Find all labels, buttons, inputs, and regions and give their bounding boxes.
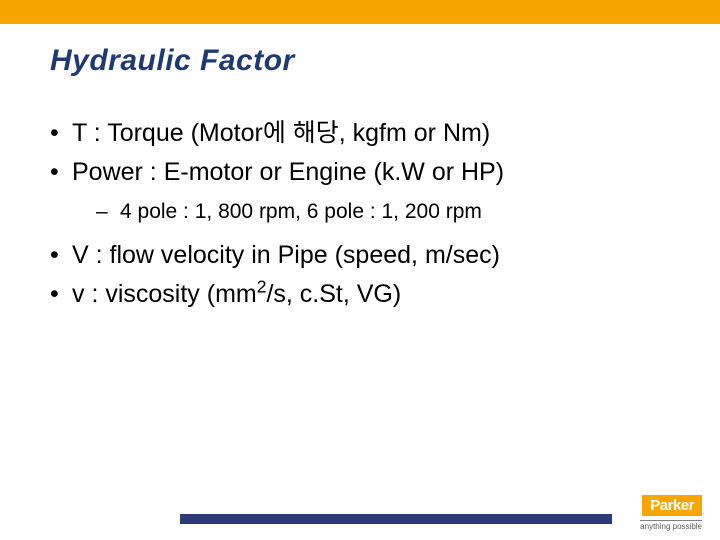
slide: Hydraulic Factor T : Torque (Motor에 해당, … bbox=[0, 0, 720, 540]
bullet-item: v : viscosity (mm2/s, c.St, VG) bbox=[46, 277, 680, 312]
bullet-text: V : flow velocity in Pipe (speed, m/sec) bbox=[72, 241, 500, 269]
bullet-text: Power : E-motor or Engine (k.W or HP) bbox=[72, 158, 504, 186]
superscript: 2 bbox=[257, 276, 267, 296]
slide-title: Hydraulic Factor bbox=[50, 44, 295, 78]
bullet-list: T : Torque (Motor에 해당, kgfm or Nm) Power… bbox=[46, 116, 680, 312]
content-area: T : Torque (Motor에 해당, kgfm or Nm) Power… bbox=[46, 116, 680, 316]
sub-bullet-list: 4 pole : 1, 800 rpm, 6 pole : 1, 200 rpm bbox=[72, 196, 680, 228]
bullet-text-pre: v : viscosity (mm bbox=[72, 280, 257, 308]
bullet-item: V : flow velocity in Pipe (speed, m/sec) bbox=[46, 238, 680, 273]
footer: Parker anything possible bbox=[0, 500, 720, 540]
bullet-item: T : Torque (Motor에 해당, kgfm or Nm) bbox=[46, 116, 680, 151]
bullet-item: Power : E-motor or Engine (k.W or HP) 4 … bbox=[46, 155, 680, 228]
sub-bullet-item: 4 pole : 1, 800 rpm, 6 pole : 1, 200 rpm bbox=[72, 196, 680, 228]
footer-accent-bar bbox=[180, 514, 612, 524]
top-accent-bar bbox=[0, 0, 720, 24]
sub-bullet-text: 4 pole : 1, 800 rpm, 6 pole : 1, 200 rpm bbox=[120, 200, 482, 223]
bullet-text-post: /s, c.St, VG) bbox=[266, 280, 401, 308]
parker-logo: Parker bbox=[642, 495, 702, 516]
bullet-text: T : Torque (Motor에 해당, kgfm or Nm) bbox=[72, 119, 490, 147]
brand-block: Parker anything possible bbox=[640, 495, 702, 534]
tagline: anything possible bbox=[640, 520, 702, 531]
